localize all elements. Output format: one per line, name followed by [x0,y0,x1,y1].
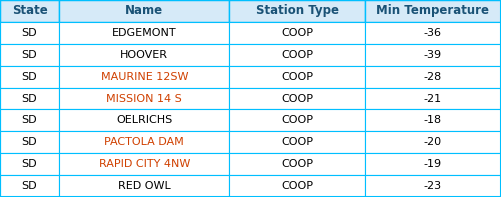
Bar [365,0,501,22]
Text: HOOVER: HOOVER [120,50,168,60]
Bar [229,0,365,22]
Text: COOP: COOP [281,137,313,147]
Text: -36: -36 [424,28,442,38]
Text: -19: -19 [424,159,442,169]
Text: COOP: COOP [281,28,313,38]
Text: Name: Name [125,5,163,18]
Bar [0,87,59,110]
Bar [229,110,365,131]
Text: -23: -23 [424,181,442,191]
Text: RED OWL: RED OWL [118,181,171,191]
Bar [0,66,59,87]
Text: SD: SD [22,137,38,147]
Bar [59,44,229,66]
Bar [229,175,365,197]
Bar [365,153,501,175]
Bar [0,131,59,153]
Bar [59,87,229,110]
Text: MAURINE 12SW: MAURINE 12SW [101,72,188,82]
Text: PACTOLA DAM: PACTOLA DAM [104,137,184,147]
Text: SD: SD [22,50,38,60]
Text: MISSION 14 S: MISSION 14 S [106,94,182,103]
Bar [59,66,229,87]
Bar [59,110,229,131]
Text: EDGEMONT: EDGEMONT [112,28,176,38]
Text: OELRICHS: OELRICHS [116,115,172,125]
Bar [365,22,501,44]
Bar [365,66,501,87]
Bar [59,22,229,44]
Text: SD: SD [22,159,38,169]
Bar [229,66,365,87]
Bar [365,175,501,197]
Text: SD: SD [22,72,38,82]
Bar [365,87,501,110]
Text: SD: SD [22,28,38,38]
Text: -21: -21 [424,94,442,103]
Bar [229,44,365,66]
Text: SD: SD [22,181,38,191]
Text: -18: -18 [424,115,442,125]
Text: SD: SD [22,94,38,103]
Bar [365,131,501,153]
Bar [229,87,365,110]
Text: RAPID CITY 4NW: RAPID CITY 4NW [99,159,190,169]
Bar [0,22,59,44]
Bar [229,22,365,44]
Bar [59,175,229,197]
Text: COOP: COOP [281,181,313,191]
Text: -28: -28 [424,72,442,82]
Bar [0,0,59,22]
Text: SD: SD [22,115,38,125]
Bar [59,131,229,153]
Bar [0,153,59,175]
Bar [229,131,365,153]
Bar [0,110,59,131]
Text: COOP: COOP [281,159,313,169]
Text: Min Temperature: Min Temperature [376,5,489,18]
Text: -20: -20 [424,137,442,147]
Bar [229,153,365,175]
Text: COOP: COOP [281,115,313,125]
Text: -39: -39 [424,50,442,60]
Bar [0,44,59,66]
Bar [0,175,59,197]
Text: COOP: COOP [281,50,313,60]
Text: Station Type: Station Type [256,5,339,18]
Bar [59,0,229,22]
Bar [59,153,229,175]
Text: COOP: COOP [281,72,313,82]
Bar [365,44,501,66]
Text: State: State [12,5,48,18]
Text: COOP: COOP [281,94,313,103]
Bar [365,110,501,131]
